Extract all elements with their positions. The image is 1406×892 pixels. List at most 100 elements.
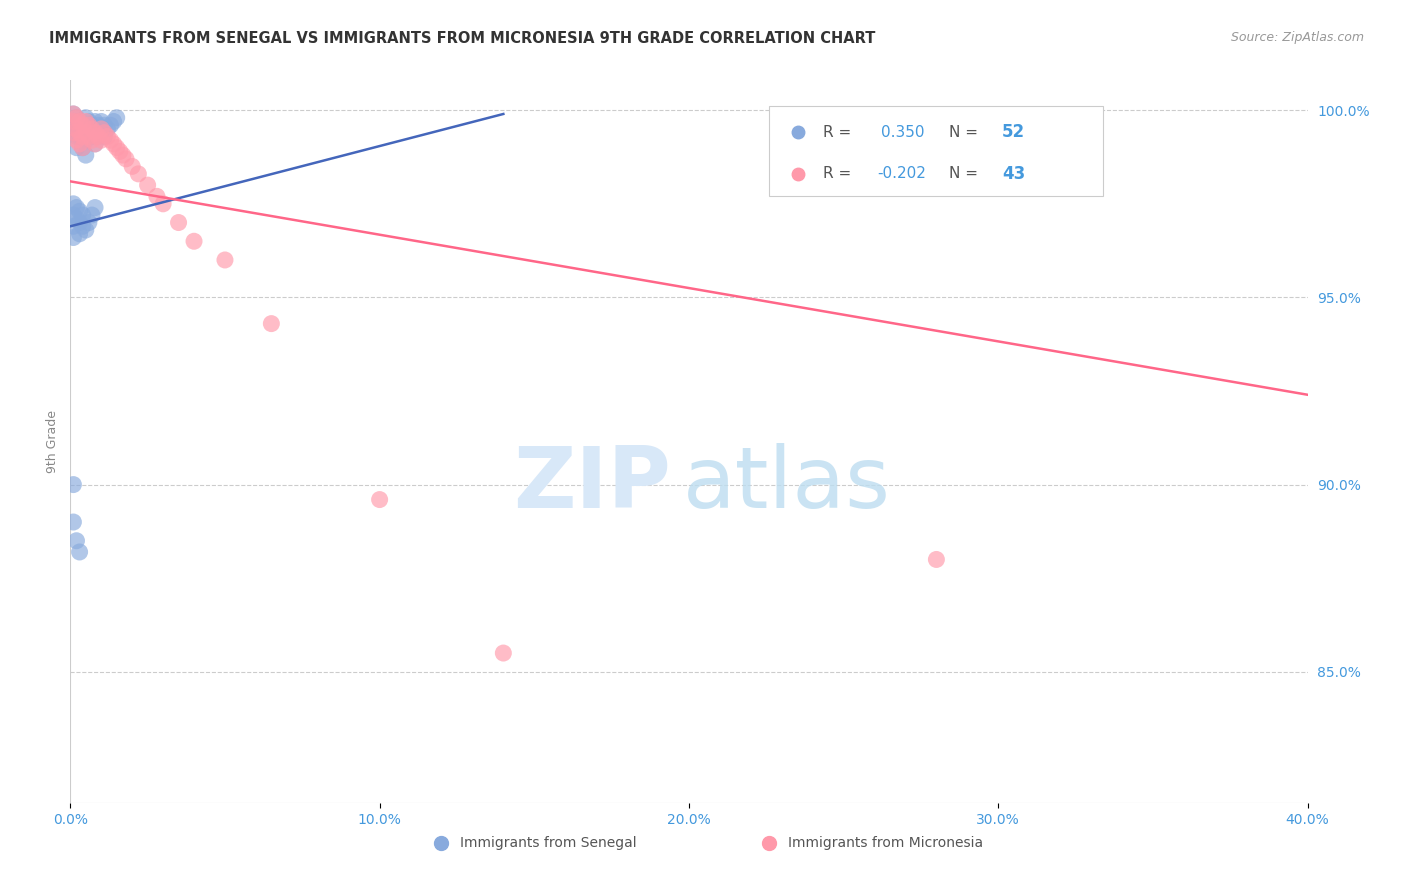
Point: [72, 219, 94, 234]
Point: [127, 167, 149, 181]
Point: [65, 133, 87, 147]
Point: [84, 126, 107, 140]
Text: atlas: atlas: [683, 443, 891, 526]
Point: [69, 215, 91, 229]
Point: [121, 160, 143, 174]
Point: [183, 234, 205, 248]
Point: [90, 114, 112, 128]
Point: [80, 133, 103, 147]
Point: [111, 148, 134, 162]
Point: [72, 118, 94, 132]
Point: [103, 114, 125, 128]
Point: [72, 141, 94, 155]
Text: Immigrants from Senegal: Immigrants from Senegal: [460, 836, 637, 849]
Point: [65, 111, 87, 125]
Text: N =: N =: [949, 167, 983, 181]
Point: [62, 114, 84, 128]
Point: [72, 129, 94, 144]
Point: [62, 107, 84, 121]
Point: [62, 196, 84, 211]
Point: [105, 111, 128, 125]
Point: [84, 201, 107, 215]
Point: [75, 133, 97, 147]
Point: [65, 141, 87, 155]
Point: [69, 126, 91, 140]
Point: [87, 118, 110, 132]
Point: [90, 122, 112, 136]
Point: [65, 201, 87, 215]
Point: [75, 223, 97, 237]
Point: [69, 545, 91, 559]
Point: [69, 129, 91, 144]
Point: [77, 129, 100, 144]
Point: [75, 114, 97, 128]
Point: [84, 136, 107, 151]
Point: [90, 126, 112, 140]
Point: [87, 129, 110, 144]
Point: [69, 114, 91, 128]
Point: [65, 211, 87, 226]
Point: [87, 129, 110, 144]
Point: [62, 219, 84, 234]
Point: [62, 208, 84, 222]
Point: [93, 126, 115, 140]
Point: [77, 114, 100, 128]
Point: [100, 133, 122, 147]
Point: [75, 148, 97, 162]
Point: [925, 552, 948, 566]
Point: [72, 118, 94, 132]
Text: 0.350: 0.350: [880, 125, 924, 140]
Text: R =: R =: [823, 167, 856, 181]
Point: [75, 122, 97, 136]
Point: [93, 129, 115, 144]
Point: [96, 122, 118, 136]
Point: [65, 129, 87, 144]
Text: R =: R =: [823, 125, 856, 140]
Point: [77, 118, 100, 132]
Point: [77, 129, 100, 144]
Point: [214, 252, 236, 267]
Point: [115, 152, 138, 166]
Point: [62, 126, 84, 140]
Point: [65, 118, 87, 132]
Point: [80, 129, 103, 144]
Point: [368, 492, 391, 507]
Point: [65, 111, 87, 125]
Point: [93, 118, 115, 132]
Point: [69, 227, 91, 241]
Point: [62, 107, 84, 121]
Point: [167, 215, 190, 229]
Y-axis label: 9th Grade: 9th Grade: [46, 410, 59, 473]
Point: [72, 141, 94, 155]
Text: IMMIGRANTS FROM SENEGAL VS IMMIGRANTS FROM MICRONESIA 9TH GRADE CORRELATION CHAR: IMMIGRANTS FROM SENEGAL VS IMMIGRANTS FR…: [49, 31, 876, 46]
Point: [152, 196, 174, 211]
Point: [80, 118, 103, 132]
Point: [108, 145, 131, 159]
Point: [136, 178, 159, 193]
Point: [65, 533, 87, 548]
Point: [84, 126, 107, 140]
Point: [62, 126, 84, 140]
Text: 43: 43: [1002, 165, 1025, 183]
Point: [62, 515, 84, 529]
Point: [69, 136, 91, 151]
Point: [146, 189, 169, 203]
Point: [84, 136, 107, 151]
Point: [62, 230, 84, 244]
Point: [69, 204, 91, 219]
Point: [75, 126, 97, 140]
Text: N =: N =: [949, 125, 983, 140]
Point: [75, 111, 97, 125]
Text: Immigrants from Micronesia: Immigrants from Micronesia: [787, 836, 983, 849]
Text: Source: ZipAtlas.com: Source: ZipAtlas.com: [1230, 31, 1364, 45]
Text: ZIP: ZIP: [513, 443, 671, 526]
Point: [90, 133, 112, 147]
Point: [96, 129, 118, 144]
Point: [103, 136, 125, 151]
Point: [80, 208, 103, 222]
Point: [492, 646, 515, 660]
Point: [72, 129, 94, 144]
Point: [65, 122, 87, 136]
Point: [100, 118, 122, 132]
Point: [62, 477, 84, 491]
